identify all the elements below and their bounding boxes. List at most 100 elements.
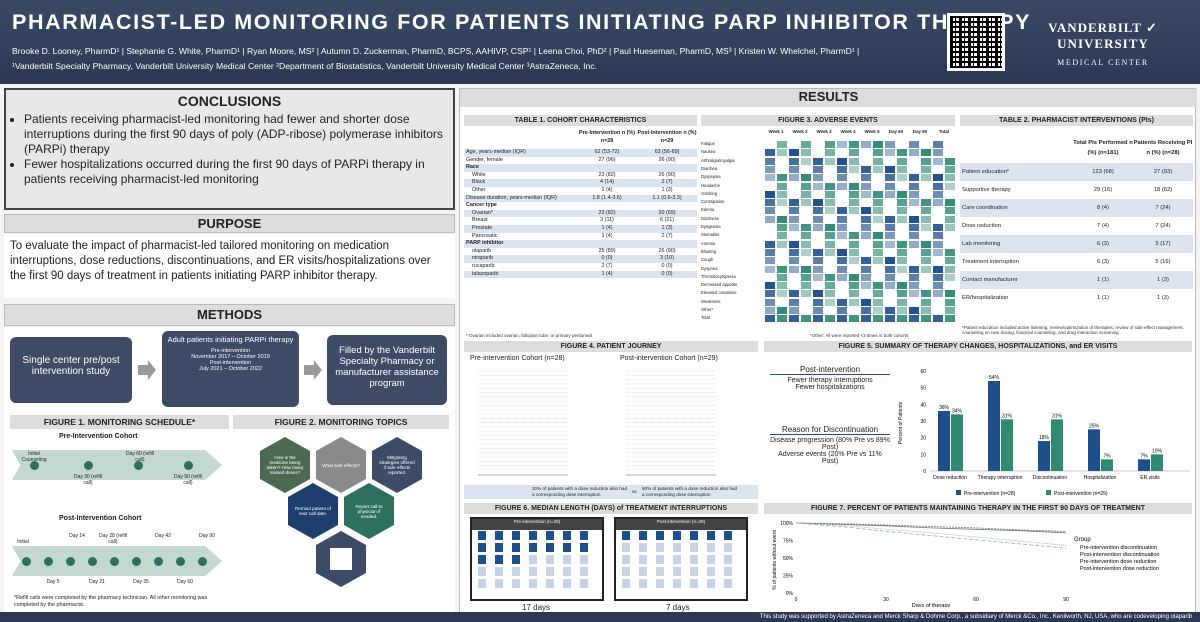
week-header: Week 5 xyxy=(864,129,880,134)
timeline-dot xyxy=(84,461,93,470)
week-header: Week 4 xyxy=(840,129,856,134)
heatmap-cell xyxy=(909,282,919,290)
event-label: Anemia xyxy=(701,240,716,246)
heatmap-cell xyxy=(921,257,931,265)
bar xyxy=(951,414,963,471)
calendar-day xyxy=(546,531,554,540)
calendar-day xyxy=(673,555,681,564)
bar xyxy=(988,381,1000,471)
table-row: Black 4 (14) 2 (7) xyxy=(464,179,697,187)
heatmap-cell xyxy=(789,290,799,298)
heatmap-cell xyxy=(885,299,895,306)
event-label: Stomatitis xyxy=(701,232,720,238)
heatmap-cell xyxy=(837,248,847,256)
calendar-day xyxy=(639,579,647,588)
calendar-day xyxy=(580,579,588,588)
heatmap-cell xyxy=(801,273,811,281)
heatmap-cell xyxy=(825,166,835,173)
heatmap-cell xyxy=(825,290,835,298)
heatmap-cell xyxy=(945,241,955,248)
heatmap-cell xyxy=(777,174,787,182)
conclusions-title: CONCLUSIONS xyxy=(177,93,282,109)
heatmap-cell xyxy=(885,149,895,157)
conclusion-item: Patients receiving pharmacist-led monito… xyxy=(24,112,447,157)
heatmap-cell xyxy=(849,232,859,240)
heatmap-cell xyxy=(909,315,919,323)
heatmap-cell xyxy=(921,240,931,248)
x-tick-label: Therapy interruption xyxy=(978,475,1023,481)
timeline-dot xyxy=(132,557,141,566)
heatmap-cell xyxy=(789,215,799,223)
heatmap-cell xyxy=(885,282,895,290)
table-row: PARP inhibitor xyxy=(464,240,697,248)
heatmap-cell xyxy=(849,282,859,290)
heatmap-cell xyxy=(873,290,883,298)
y-axis-label: % of patients without event xyxy=(772,530,778,590)
heatmap-cell xyxy=(825,157,835,165)
heatmap-cell xyxy=(777,199,787,207)
heatmap-cell xyxy=(861,149,871,156)
table-row: Lab monitoring 6 (3) 5 (17) xyxy=(960,235,1193,253)
calendar-day xyxy=(580,567,588,576)
bar xyxy=(938,411,950,471)
table-row: Other 1 (4) 1 (3) xyxy=(472,186,673,193)
heatmap-cell xyxy=(921,149,931,157)
heatmap-cell xyxy=(897,257,907,265)
heatmap-cell xyxy=(945,207,955,215)
heatmap-cell xyxy=(861,290,871,297)
calendar-day xyxy=(707,579,715,588)
heatmap-cell xyxy=(933,257,943,264)
heatmap-cell xyxy=(825,307,835,314)
heatmap-cell xyxy=(945,315,955,323)
heatmap-cell xyxy=(861,190,871,198)
heatmap-cell xyxy=(825,207,835,215)
heatmap-cell xyxy=(837,232,847,240)
topic-hex: How is the medicine being taken? How man… xyxy=(260,437,310,493)
calendar-day xyxy=(495,567,503,576)
heatmap-cell xyxy=(873,274,883,281)
heatmap-cell xyxy=(765,274,775,281)
heatmap-cell xyxy=(885,158,895,165)
calendar-day xyxy=(478,579,486,588)
heatmap-cell xyxy=(837,241,847,248)
topic-hex: Remind patient of next call date. xyxy=(288,483,338,539)
heatmap-cell xyxy=(825,199,835,207)
heatmap-cell xyxy=(813,257,823,265)
heatmap-cell xyxy=(837,265,847,273)
arrow-right-icon xyxy=(304,360,322,380)
heatmap-cell xyxy=(849,216,859,223)
heatmap-cell xyxy=(849,290,859,298)
table-row: Gender, female 27 (96) 26 (90) xyxy=(466,156,676,163)
legend-swatch xyxy=(1046,490,1051,495)
heatmap-cell xyxy=(825,174,835,181)
heatmap-cell xyxy=(837,290,847,297)
event-label: Total xyxy=(701,315,710,321)
heatmap-cell xyxy=(789,191,799,198)
heatmap-cell xyxy=(777,273,787,281)
fig7-title: FIGURE 7. PERCENT OF PATIENTS MAINTAININ… xyxy=(764,503,1192,514)
legend-label: Pre-intervention (n=28) xyxy=(964,491,1016,497)
heatmap-cell xyxy=(945,248,955,256)
heatmap-cell xyxy=(777,290,787,298)
heatmap-cell xyxy=(777,158,787,165)
fig5-title: FIGURE 5. SUMMARY OF THERAPY CHANGES, HO… xyxy=(764,341,1192,352)
heatmap-cell xyxy=(861,207,871,215)
table-row: Disease duration, years-median (IQR) 1.8 … xyxy=(464,194,697,203)
heatmap-cell xyxy=(765,183,775,190)
heatmap-cell xyxy=(813,290,823,298)
heatmap-cell xyxy=(813,241,823,248)
heatmap-cell xyxy=(909,141,919,148)
calendar-day xyxy=(622,543,630,552)
heatmap-cell xyxy=(933,216,943,223)
heatmap-cell xyxy=(801,315,811,323)
funding-footer: This study was supported by AstraZeneca … xyxy=(0,612,1200,622)
heatmap-cell xyxy=(861,265,871,273)
heatmap-cell xyxy=(837,199,847,206)
heatmap-cell xyxy=(933,149,943,157)
heatmap-cell xyxy=(765,165,775,173)
methods-heading: METHODS xyxy=(4,304,455,326)
legend-label: Post-intervention dose reduction xyxy=(1080,566,1159,572)
timeline-dot xyxy=(176,557,185,566)
heatmap-cell xyxy=(909,158,919,165)
y-tick-label: 25% xyxy=(783,574,794,580)
